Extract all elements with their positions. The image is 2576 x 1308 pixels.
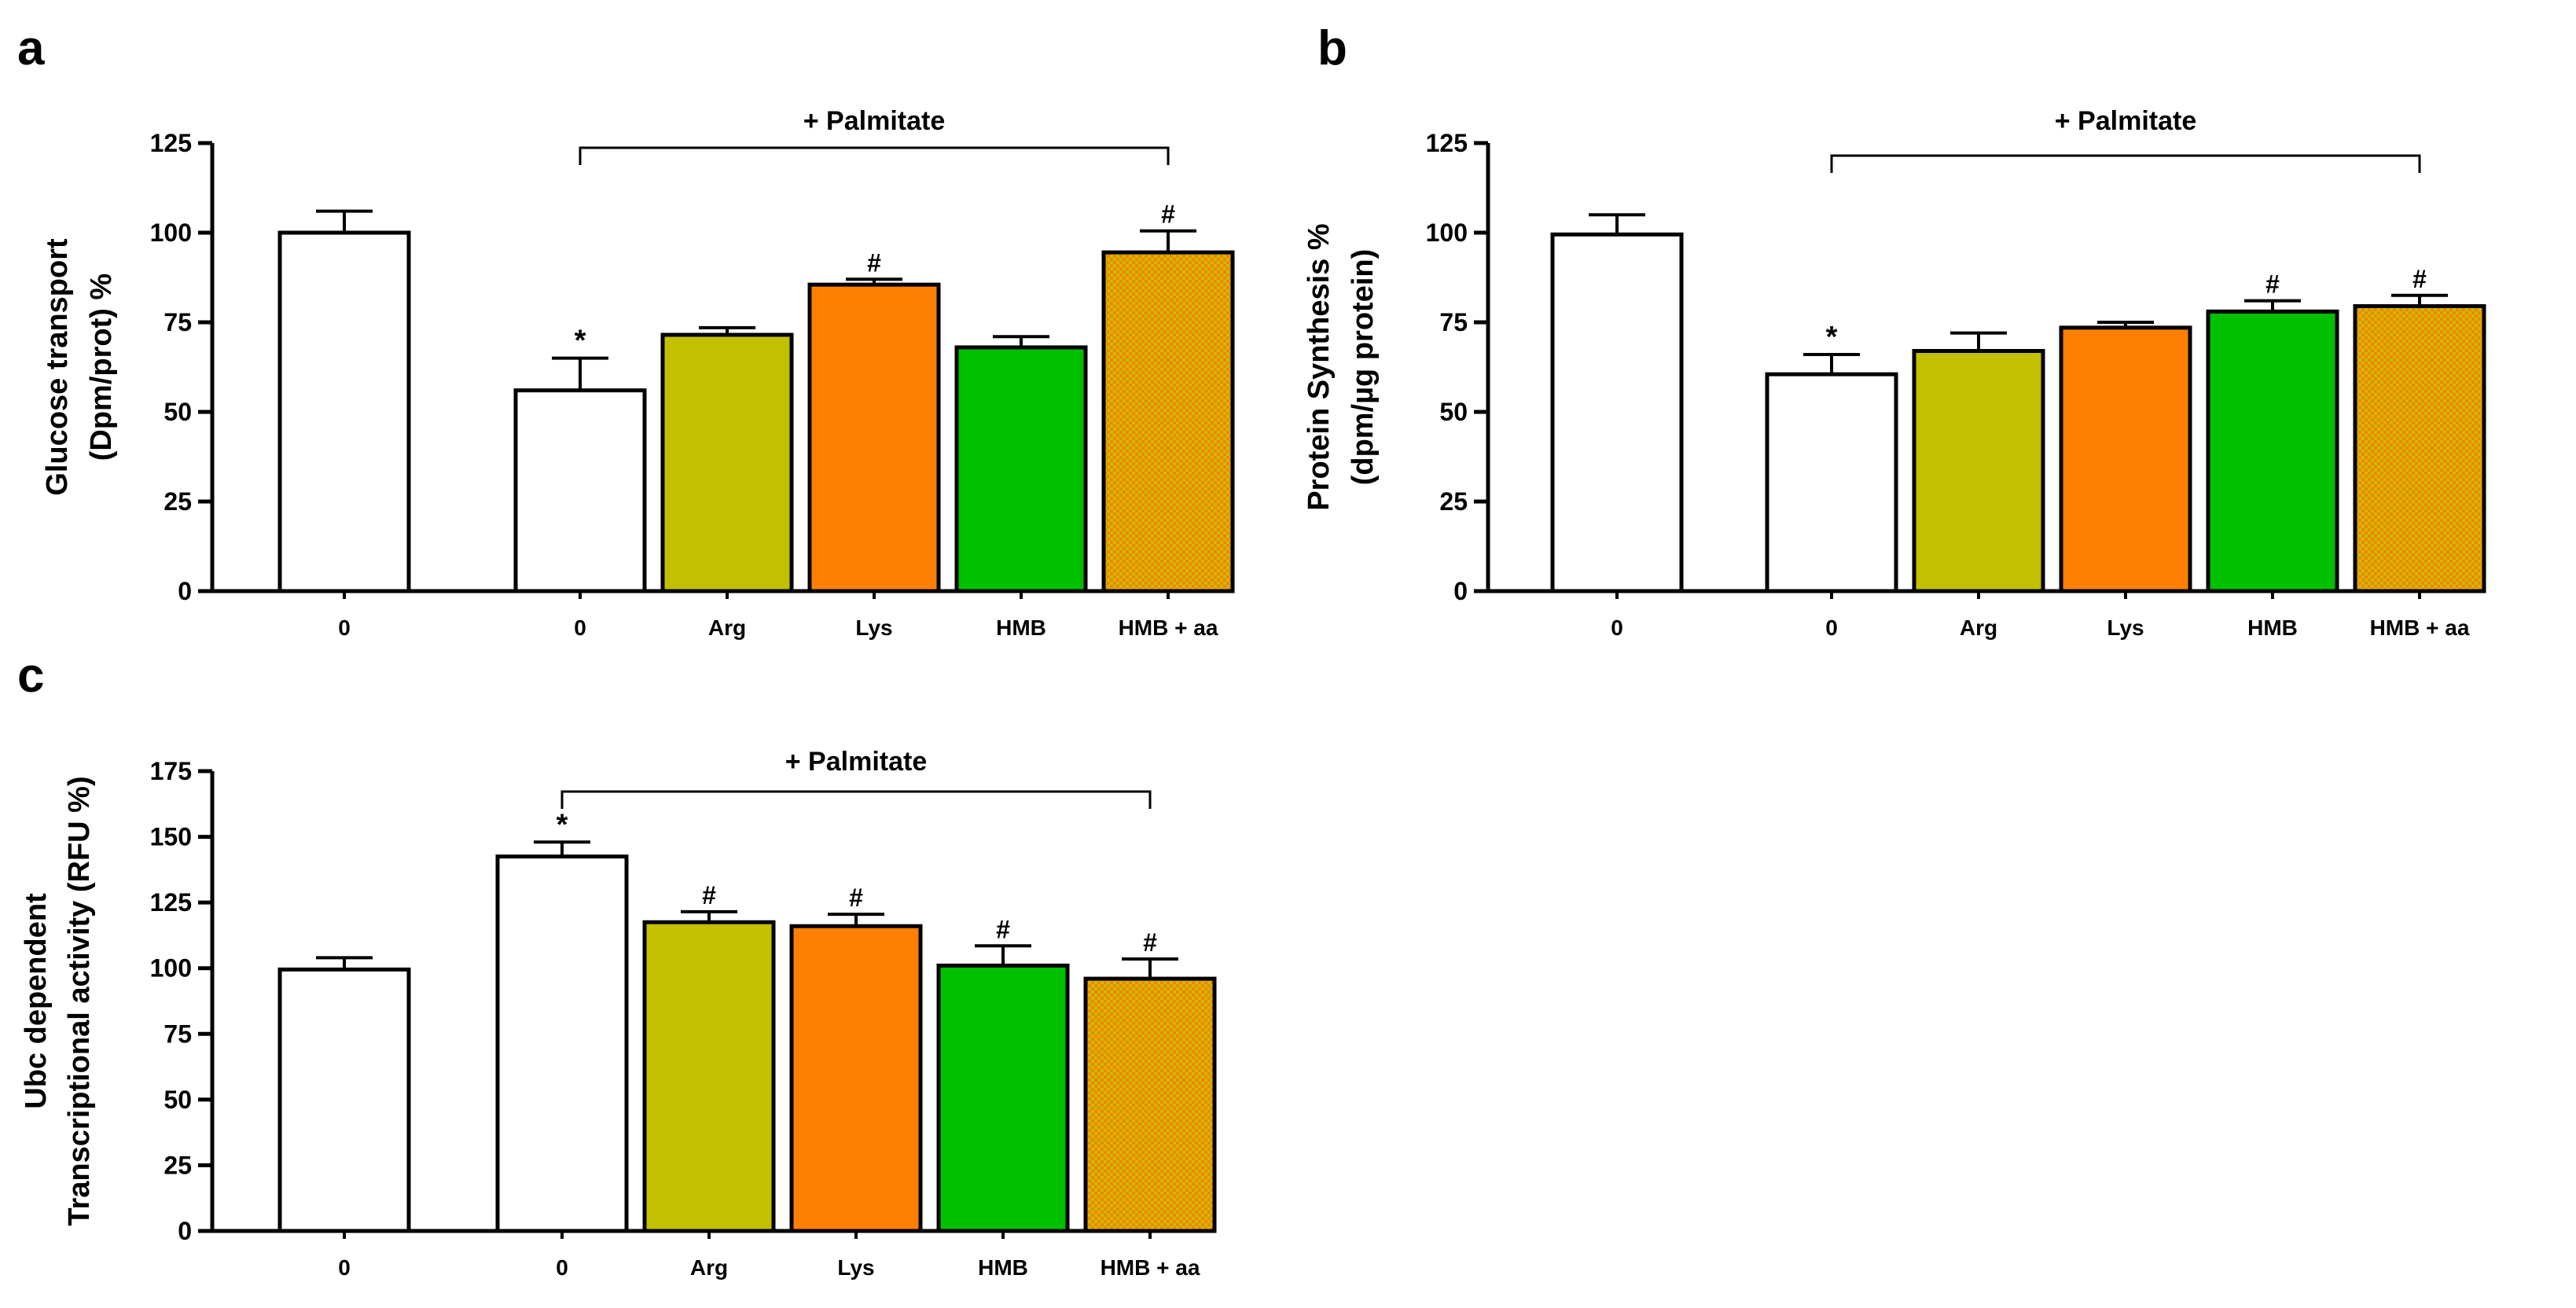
bar-b-4 (2206, 309, 2339, 593)
bar-c-4 (936, 963, 1070, 1233)
panel-letter-b: b (1317, 21, 1347, 75)
y-tick-label: 0 (1453, 577, 1468, 605)
bracket (560, 790, 1152, 809)
y-tick-label: 75 (164, 1020, 192, 1048)
significance-mark: # (867, 248, 881, 277)
bracket (579, 146, 1170, 165)
bracket-label: + Palmitate (803, 106, 945, 136)
y-tick-label: 75 (164, 308, 192, 336)
bar-a-1 (513, 388, 647, 593)
y-tick-label: 50 (1439, 398, 1468, 426)
x-tick-label: Arg (690, 1255, 728, 1280)
x-tick-label: 0 (1611, 615, 1623, 640)
significance-mark: * (557, 808, 568, 841)
x-tick-label: Lys (2107, 615, 2144, 640)
x-tick-label: HMB (978, 1255, 1028, 1280)
bar-a-2 (660, 333, 794, 593)
panel-letter-a: a (17, 21, 45, 75)
x-tick-label: HMB + aa (1101, 1255, 1200, 1280)
y-axis-label: Protein Synthesis % (1303, 223, 1336, 510)
x-tick-label: Lys (837, 1255, 874, 1280)
bar-c-0 (277, 967, 411, 1233)
y-tick-label: 0 (178, 577, 192, 605)
y-tick-label: 25 (164, 487, 192, 516)
bar-b-3 (2059, 325, 2192, 593)
bar-b-5 (2353, 303, 2486, 593)
y-tick-label: 150 (150, 823, 192, 851)
y-tick-label: 125 (1426, 129, 1468, 157)
y-tick-label: 100 (150, 219, 192, 247)
y-tick-label: 50 (164, 1086, 192, 1114)
bar-c-5 (1083, 976, 1217, 1233)
chart-panel-a: 0 25 50 75 100 125 Glucose transport (Dpm/prot)… (41, 106, 1235, 640)
significance-mark: # (1161, 200, 1175, 229)
x-tick-label: 0 (574, 615, 586, 640)
bracket-label: + Palmitate (785, 747, 927, 777)
bar-b-2 (1912, 348, 2045, 593)
significance-mark: # (702, 881, 716, 909)
x-tick-label: HMB (2247, 615, 2298, 640)
y-tick-label: 50 (164, 398, 192, 426)
y-tick-label: 25 (1439, 487, 1468, 516)
y-tick-label: 125 (150, 888, 192, 917)
bar-b-0 (1550, 232, 1684, 593)
bar-b-1 (1765, 372, 1898, 593)
y-tick-label: 125 (150, 129, 192, 157)
chart-panel-c: 0 25 50 75 100 125 150 175 Ubc dependent Transcri… (20, 747, 1217, 1280)
bracket-label: + Palmitate (2055, 106, 2196, 136)
chart-panel-b: 0 25 50 75 100 125 Protein Synthesis % (dpm/µg … (1303, 106, 2486, 640)
significance-mark: * (1826, 321, 1838, 354)
x-tick-label: Arg (1960, 615, 1997, 640)
y-axis-label: (Dpm/prot) % (85, 274, 118, 461)
y-axis-label: Transcriptional activity (RFU %) (63, 776, 96, 1225)
y-tick-label: 25 (164, 1151, 192, 1179)
bar-c-3 (789, 924, 923, 1233)
bar-a-3 (807, 282, 941, 593)
y-tick-label: 0 (178, 1217, 192, 1245)
x-tick-label: Arg (708, 615, 746, 640)
significance-mark: * (575, 325, 586, 358)
y-tick-label: 100 (150, 954, 192, 983)
bar-c-2 (642, 920, 776, 1233)
bar-a-5 (1101, 250, 1235, 593)
significance-mark: # (2412, 265, 2427, 293)
y-tick-label: 175 (150, 757, 192, 785)
significance-mark: # (849, 884, 863, 912)
significance-mark: # (1143, 928, 1157, 957)
bracket (1830, 154, 2421, 173)
x-tick-label: 0 (1825, 615, 1838, 640)
x-tick-label: HMB (996, 615, 1046, 640)
x-tick-label: HMB + aa (2370, 615, 2470, 640)
y-tick-label: 75 (1439, 308, 1468, 336)
x-tick-label: Lys (855, 615, 892, 640)
y-tick-label: 100 (1426, 219, 1468, 247)
panel-letter-c: c (17, 648, 44, 703)
x-tick-label: HMB + aa (1119, 615, 1218, 640)
significance-mark: # (996, 915, 1010, 943)
x-tick-label: 0 (338, 1255, 351, 1280)
bar-c-1 (495, 854, 629, 1233)
bar-a-4 (954, 345, 1088, 593)
x-tick-label: 0 (556, 1255, 568, 1280)
y-axis-label: (dpm/µg protein) (1347, 249, 1380, 486)
y-axis-label: Ubc dependent (20, 893, 53, 1109)
significance-mark: # (2265, 270, 2280, 299)
bar-a-0 (277, 230, 411, 593)
y-axis-label: Glucose transport (41, 238, 74, 496)
x-tick-label: 0 (338, 615, 351, 640)
